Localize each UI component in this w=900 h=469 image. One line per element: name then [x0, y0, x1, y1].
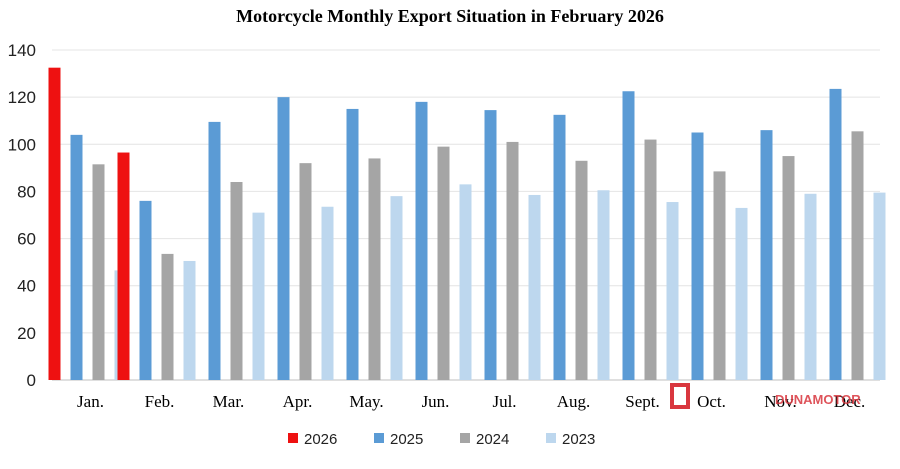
- x-tick-label: Jan.: [77, 392, 104, 411]
- bar-2024-7: [575, 160, 588, 380]
- bar-2024-0: [92, 164, 105, 380]
- x-tick-label: Jun.: [422, 392, 450, 411]
- bar-2024-2: [230, 182, 243, 380]
- x-tick-label: Aug.: [557, 392, 591, 411]
- bar-2024-10: [782, 156, 795, 380]
- bar-2024-11: [851, 131, 864, 380]
- bar-2025-2: [208, 121, 221, 381]
- legend-label-2024: 2024: [476, 431, 509, 448]
- bar-2024-9: [713, 171, 726, 380]
- bar-2023-2: [252, 212, 265, 380]
- legend-label-2026: 2026: [304, 431, 337, 448]
- bar-2024-6: [506, 141, 519, 380]
- legend-swatch-2026: [288, 433, 298, 443]
- y-tick-label: 60: [17, 230, 36, 249]
- bar-2025-4: [346, 108, 359, 380]
- y-tick-label: 120: [8, 88, 36, 107]
- bar-2023-1: [183, 260, 196, 380]
- bar-2023-5: [459, 184, 472, 380]
- y-tick-label: 80: [17, 182, 36, 201]
- bar-2023-4: [390, 196, 403, 380]
- bar-2023-9: [735, 207, 748, 380]
- x-tick-label: May.: [349, 392, 383, 411]
- bar-2025-0: [70, 134, 83, 380]
- y-tick-label: 0: [27, 371, 36, 390]
- bar-2024-5: [437, 146, 450, 380]
- bar-2024-3: [299, 163, 312, 380]
- bar-2023-11: [873, 192, 886, 380]
- y-tick-label: 100: [8, 135, 36, 154]
- bar-2023-8: [666, 202, 679, 380]
- bar-2025-6: [484, 110, 497, 380]
- legend-label-2023: 2023: [562, 431, 595, 448]
- bar-2025-3: [277, 97, 290, 381]
- legend-swatch-2024: [460, 433, 470, 443]
- bar-2025-8: [622, 91, 635, 380]
- legend-swatch-2025: [374, 433, 384, 443]
- bar-2024-4: [368, 158, 381, 380]
- x-tick-label: Dec.: [834, 392, 866, 411]
- x-tick-label: Apr.: [283, 392, 313, 411]
- bar-2023-10: [804, 193, 817, 380]
- watermark-logo-mark: [670, 383, 690, 409]
- bar-2025-11: [829, 88, 842, 381]
- x-tick-label: Mar.: [213, 392, 245, 411]
- y-tick-label: 20: [17, 324, 36, 343]
- chart-title: Motorcycle Monthly Export Situation in F…: [236, 6, 664, 26]
- x-tick-label: Oct.: [697, 392, 726, 411]
- bar-2024-1: [161, 253, 174, 380]
- bar-2024-8: [644, 139, 657, 380]
- bar-2023-6: [528, 194, 541, 380]
- x-tick-label: Sept.: [625, 392, 659, 411]
- bar-2025-5: [415, 101, 428, 380]
- bar-2026-1: [117, 152, 130, 380]
- bar-2023-7: [597, 190, 610, 380]
- bar-2025-1: [139, 200, 152, 380]
- legend-swatch-2023: [546, 433, 556, 443]
- bar-2023-3: [321, 206, 334, 380]
- watermark-text: DUNAMOTOR: [775, 392, 861, 407]
- bar-2026-0: [48, 67, 61, 380]
- y-tick-label: 40: [17, 277, 36, 296]
- bar-2025-10: [760, 130, 773, 380]
- legend-label-2025: 2025: [390, 431, 423, 448]
- bar-2025-7: [553, 114, 566, 381]
- bar-2025-9: [691, 132, 704, 380]
- x-tick-label: Nov.: [764, 392, 796, 411]
- x-tick-label: Jul.: [492, 392, 516, 411]
- y-tick-label: 140: [8, 41, 36, 60]
- x-tick-label: Feb.: [145, 392, 175, 411]
